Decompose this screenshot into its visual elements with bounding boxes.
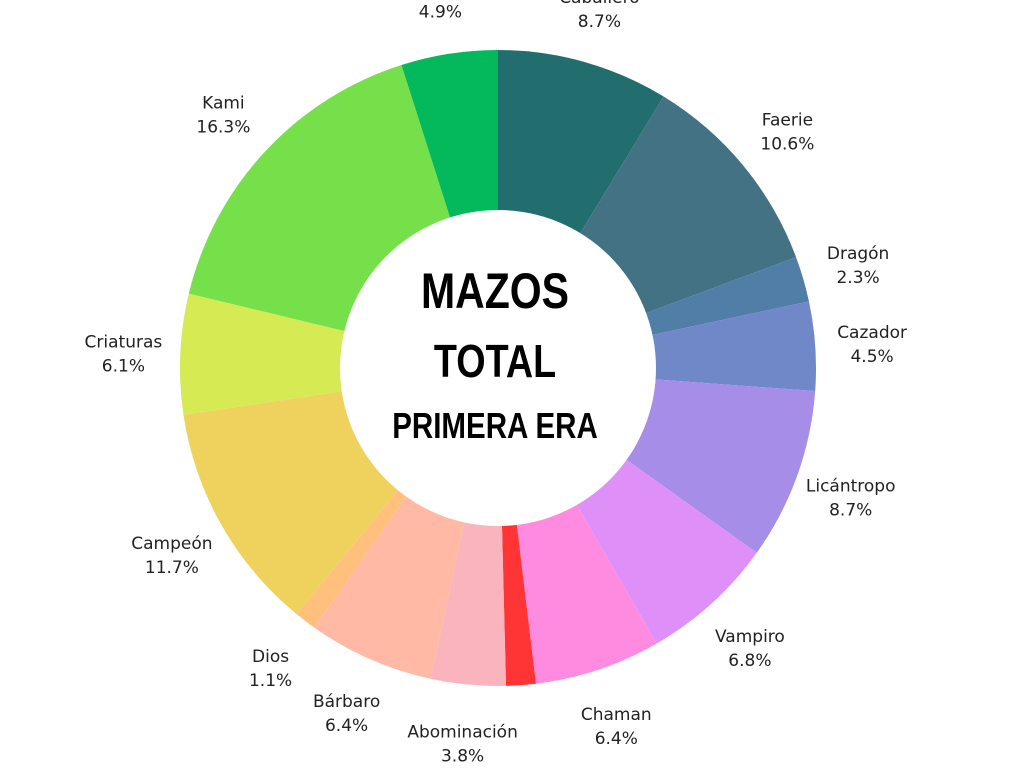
slice-label: Kami bbox=[202, 94, 245, 114]
center-title-line-2: TOTAL bbox=[433, 335, 557, 387]
slice-percent-label: 1.1% bbox=[249, 671, 292, 691]
slice-percent-label: 3.8% bbox=[441, 746, 484, 766]
center-title-line-3: PRIMERA ERA bbox=[392, 405, 598, 446]
slice-percent-label: 8.7% bbox=[829, 500, 872, 520]
slice-label: Caballero bbox=[559, 0, 639, 8]
slice-criaturas bbox=[179, 293, 499, 415]
donut-hole bbox=[340, 210, 656, 526]
slice-percent-label: 6.4% bbox=[595, 729, 638, 749]
slice-labels: Caballero 8.7% Faerie 10.6% Dragón 2.3% Cazado… bbox=[85, 0, 907, 766]
slice-label: Faerie bbox=[762, 111, 813, 131]
slice-percent-label: 10.6% bbox=[760, 135, 814, 155]
slice-label: Dios bbox=[252, 647, 289, 667]
slice-percent-label: 6.1% bbox=[102, 357, 145, 377]
slice-percent-label: 4.5% bbox=[850, 347, 893, 367]
slice-label: Dragón bbox=[827, 244, 889, 264]
slice-percent-label: 4.9% bbox=[419, 3, 462, 23]
slice-percent-label: 8.7% bbox=[578, 12, 621, 32]
slice-label: Criaturas bbox=[85, 333, 163, 353]
slice-percent-label: 6.8% bbox=[728, 651, 771, 671]
slice-percent-label: 16.3% bbox=[196, 118, 250, 138]
slice-label: Cazador bbox=[837, 323, 907, 343]
slice-percent-label: 6.4% bbox=[325, 716, 368, 736]
slice-label: Campeón bbox=[131, 534, 212, 554]
slice-label: Licántropo bbox=[806, 476, 896, 496]
slice-label: Abominación bbox=[407, 722, 518, 742]
slice-percent-label: 2.3% bbox=[836, 268, 879, 288]
slice-label: Chaman bbox=[581, 705, 652, 725]
slice-percent-label: 11.7% bbox=[145, 558, 199, 578]
slice-label: Bárbaro bbox=[313, 692, 380, 712]
center-title-line-1: MAZOS bbox=[420, 263, 570, 319]
slice-label: Vampiro bbox=[715, 627, 785, 647]
